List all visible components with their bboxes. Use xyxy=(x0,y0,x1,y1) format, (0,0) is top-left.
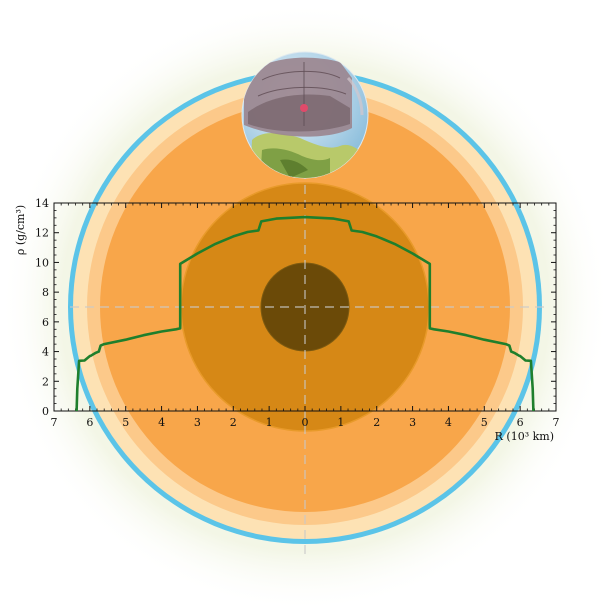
y-tick-label: 14 xyxy=(35,197,49,210)
y-tick-label: 6 xyxy=(42,316,49,329)
x-tick-label: 6 xyxy=(86,416,93,429)
x-tick-label: 5 xyxy=(122,416,129,429)
y-axis-title: ρ (g/cm³) xyxy=(14,205,27,255)
x-tick-label: 4 xyxy=(445,416,452,429)
x-tick-label: 3 xyxy=(194,416,201,429)
y-tick-label: 0 xyxy=(42,405,49,418)
y-tick-label: 12 xyxy=(35,227,49,240)
y-tick-label: 10 xyxy=(35,256,49,269)
x-tick-label: 4 xyxy=(158,416,165,429)
x-tick-label: 1 xyxy=(266,416,273,429)
x-axis-title: R (10³ km) xyxy=(495,430,554,443)
y-tick-label: 8 xyxy=(42,286,49,299)
x-tick-label: 7 xyxy=(51,416,58,429)
x-tick-label: 1 xyxy=(337,416,344,429)
x-tick-label: 5 xyxy=(481,416,488,429)
earth-cutaway-globe-icon xyxy=(241,51,369,179)
x-tick-label: 6 xyxy=(517,416,524,429)
center-guides xyxy=(70,170,545,555)
x-tick-label: 3 xyxy=(409,416,416,429)
y-tick-label: 4 xyxy=(42,346,49,359)
x-tick-label: 0 xyxy=(302,416,309,429)
x-tick-label: 7 xyxy=(553,416,560,429)
y-axis: 0 2 4 6 8 10 12 14 xyxy=(35,197,556,418)
x-tick-label: 2 xyxy=(230,416,237,429)
x-axis: 7 6 5 4 3 2 1 0 1 2 3 4 5 6 7 xyxy=(51,203,560,429)
density-profile-line xyxy=(75,215,535,412)
x-tick-label: 2 xyxy=(373,416,380,429)
y-tick-label: 2 xyxy=(42,375,49,388)
